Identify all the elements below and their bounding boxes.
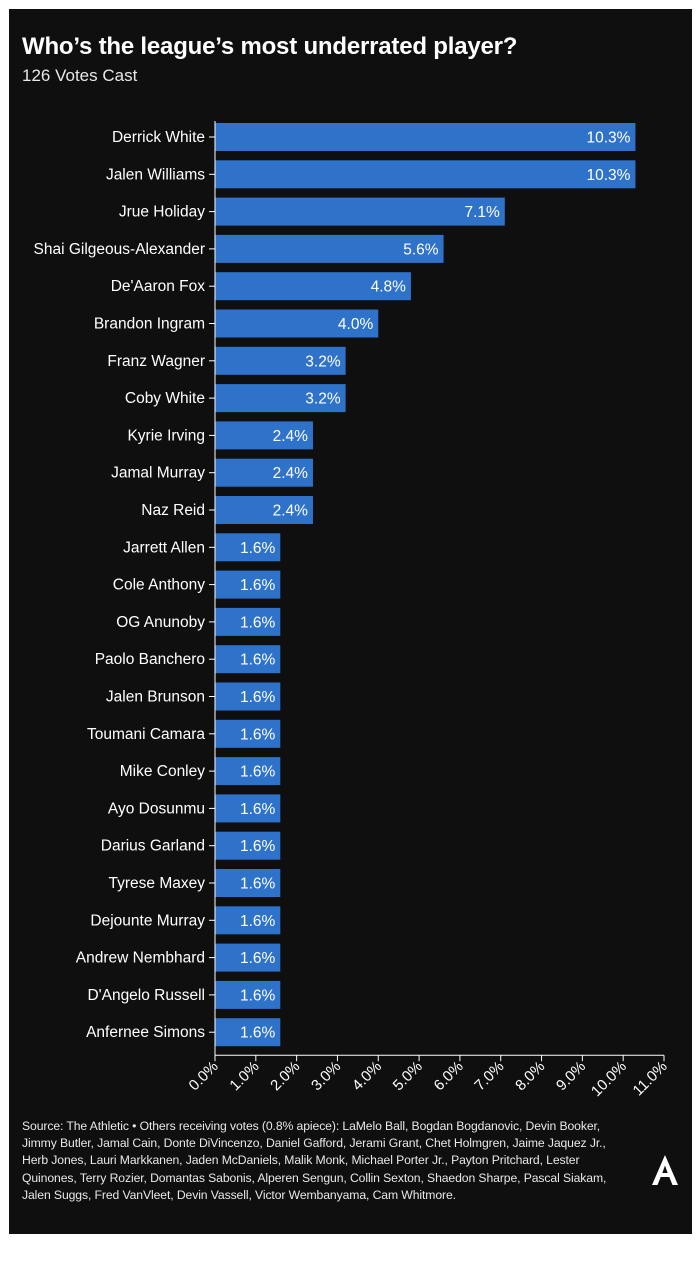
value-label: 1.6% xyxy=(240,838,276,855)
category-label: Jamal Murray xyxy=(111,465,205,482)
bar xyxy=(215,458,313,487)
bar xyxy=(215,682,281,711)
x-tick-label: 1.0% xyxy=(226,1058,262,1094)
category-label: Cole Anthony xyxy=(113,577,205,594)
value-label: 1.6% xyxy=(240,801,276,818)
value-label: 1.6% xyxy=(240,577,276,594)
bar xyxy=(215,980,281,1009)
value-label: 1.6% xyxy=(240,689,276,706)
category-label: Jalen Brunson xyxy=(106,689,205,706)
category-label: Jrue Holiday xyxy=(119,204,205,221)
chart-title: Who’s the league’s most underrated playe… xyxy=(22,33,518,60)
value-label: 1.6% xyxy=(240,540,276,557)
bar xyxy=(215,346,346,375)
category-label: Anfernee Simons xyxy=(86,1024,205,1041)
bar xyxy=(215,234,444,263)
bar xyxy=(215,160,636,189)
category-label: Naz Reid xyxy=(141,502,205,519)
bar xyxy=(215,1018,281,1047)
bar xyxy=(215,831,281,860)
value-label: 1.6% xyxy=(240,614,276,631)
x-tick-label: 9.0% xyxy=(553,1058,589,1094)
bar xyxy=(215,943,281,972)
x-tick-label: 4.0% xyxy=(349,1058,385,1094)
bar xyxy=(215,906,281,935)
bar xyxy=(215,533,281,562)
chart-subtitle: 126 Votes Cast xyxy=(22,66,138,85)
chart-card: Who’s the league’s most underrated playe… xyxy=(9,9,692,1234)
source-note: Source: The Athletic • Others receiving … xyxy=(22,1119,607,1202)
category-label: De'Aaron Fox xyxy=(111,278,206,295)
bar xyxy=(215,719,281,748)
bar xyxy=(215,496,313,524)
x-tick-label: 7.0% xyxy=(471,1058,507,1094)
value-label: 1.6% xyxy=(240,987,276,1004)
category-label: Franz Wagner xyxy=(107,353,205,370)
category-label: Shai Gilgeous-Alexander xyxy=(34,241,205,258)
bar xyxy=(215,794,281,823)
category-label: Jalen Williams xyxy=(106,166,205,183)
category-label: Coby White xyxy=(125,390,205,407)
value-label: 3.2% xyxy=(305,353,341,370)
value-label: 1.6% xyxy=(240,764,276,781)
value-label: 1.6% xyxy=(240,652,276,669)
category-label: Paolo Banchero xyxy=(95,651,205,668)
x-tick-label: 5.0% xyxy=(390,1058,426,1094)
bar xyxy=(215,607,281,636)
x-tick-label: 10.0% xyxy=(588,1058,630,1100)
bar xyxy=(215,197,505,226)
category-label: Jarrett Allen xyxy=(123,539,205,556)
bar xyxy=(215,272,411,301)
category-label: Mike Conley xyxy=(120,763,206,780)
bar xyxy=(215,757,281,786)
category-label: Toumani Camara xyxy=(87,726,205,743)
category-label: OG Anunoby xyxy=(116,614,205,631)
bar xyxy=(215,123,636,151)
value-label: 1.6% xyxy=(240,726,276,743)
value-label: 7.1% xyxy=(464,204,500,221)
value-label: 2.4% xyxy=(273,503,309,520)
value-label: 1.6% xyxy=(240,913,276,930)
value-label: 5.6% xyxy=(403,241,439,258)
category-label: Derrick White xyxy=(112,129,205,146)
bar xyxy=(215,421,313,450)
x-tick-label: 6.0% xyxy=(431,1058,467,1094)
value-label: 4.0% xyxy=(338,316,374,333)
value-label: 4.8% xyxy=(371,279,407,296)
bar xyxy=(215,645,281,674)
category-label: D'Angelo Russell xyxy=(87,987,205,1004)
category-label: Ayo Dosunmu xyxy=(108,800,205,817)
x-tick-label: 2.0% xyxy=(267,1058,303,1094)
value-label: 1.6% xyxy=(240,876,276,893)
x-tick-label: 3.0% xyxy=(308,1058,344,1094)
bar xyxy=(215,309,379,338)
athletic-logo-icon xyxy=(652,1155,678,1185)
category-label: Brandon Ingram xyxy=(94,316,205,333)
bar xyxy=(215,869,281,897)
x-tick-label: 8.0% xyxy=(512,1058,548,1094)
value-label: 10.3% xyxy=(586,167,630,184)
value-label: 2.4% xyxy=(273,428,309,445)
x-tick-label: 0.0% xyxy=(186,1058,222,1094)
category-label: Tyrese Maxey xyxy=(109,875,206,892)
bar-chart: Derrick White 10.3% Jalen Williams 10.3% Jru… xyxy=(34,121,671,1100)
value-label: 10.3% xyxy=(586,130,630,147)
category-label: Andrew Nembhard xyxy=(76,950,205,967)
category-label: Kyrie Irving xyxy=(127,427,205,444)
value-label: 2.4% xyxy=(273,465,309,482)
bar xyxy=(215,384,346,413)
category-label: Darius Garland xyxy=(101,838,205,855)
category-label: Dejounte Murray xyxy=(90,912,205,929)
value-label: 1.6% xyxy=(240,1025,276,1042)
bar xyxy=(215,570,281,599)
value-label: 1.6% xyxy=(240,950,276,967)
x-tick-label: 11.0% xyxy=(630,1058,671,1099)
value-label: 3.2% xyxy=(305,391,341,408)
